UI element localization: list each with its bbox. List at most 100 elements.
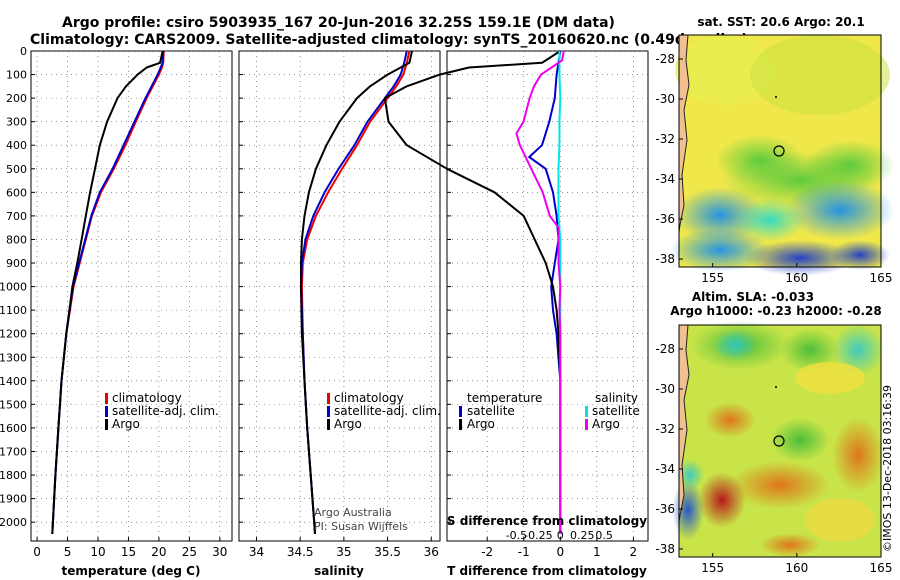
sst-map-title: sat. SST: 20.6 Argo: 20.1: [697, 15, 864, 29]
legend-label-satellite-adj: satellite-adj. clim.: [112, 404, 219, 418]
legend-label-t-satellite: satellite: [467, 404, 515, 418]
temperature-x-ticks: 0 5 10 15 20 25 30: [33, 537, 227, 559]
lon-tick-label: 155: [701, 271, 724, 285]
lat-tick-label: -28: [655, 52, 675, 66]
depth-tick-label: 1200: [0, 328, 27, 341]
difference-s-xlabel: S difference from climatology: [447, 514, 647, 528]
lat-tick-label: -38: [655, 542, 675, 556]
legend-label-argo: Argo: [112, 417, 140, 431]
depth-tick-label: 400: [6, 139, 27, 152]
sla-map-frame: [678, 324, 882, 558]
depth-axis-labels: 0 100 200 300 400 500 600 700 800 900 1000 1100 1200…: [0, 45, 27, 529]
s-difference-tick-labels: -0.5-0.25 0 0.25 0.5: [506, 529, 613, 542]
sla-map-title-line2: Argo h1000: -0.23 h2000: -0.28: [670, 304, 881, 318]
series-line-argo: [300, 50, 413, 534]
depth-tick-label: 1000: [0, 281, 27, 294]
x-tick-label: 0: [33, 545, 41, 559]
x-tick-label: 35.5: [374, 545, 401, 559]
legend-swatch-climatology: [105, 393, 108, 404]
lat-tick-label: -30: [655, 92, 675, 106]
x-tick-label: -2: [481, 545, 493, 559]
temperature-legend: climatology satellite-adj. clim. Argo: [105, 391, 219, 431]
difference-t-xlabel: T difference from climatology: [447, 564, 647, 578]
sst-map: sat. SST: 20.6 Argo: 20.1 -28 -30 -32 -34 -3…: [655, 15, 895, 285]
lat-tick-label: -36: [655, 212, 675, 226]
s-tick-label: 0.5: [595, 529, 613, 542]
depth-tick-label: 100: [6, 69, 27, 82]
sla-argo-location-marker: [773, 435, 785, 447]
depth-tick-label: 800: [6, 233, 27, 246]
x-tick-label: 34.5: [287, 545, 314, 559]
legend-label-s-argo: Argo: [592, 417, 620, 431]
temperature-lines: [51, 50, 165, 534]
x-tick-label: 20: [151, 545, 166, 559]
lat-tick-label: -32: [655, 422, 675, 436]
legend-swatch-satellite-adj: [327, 406, 330, 417]
lon-tick-label: 155: [701, 561, 724, 575]
salinity-plot-frame: [238, 50, 441, 542]
x-tick-label: 35: [336, 545, 351, 559]
x-tick-label: 30: [212, 545, 227, 559]
x-tick-label: 10: [90, 545, 105, 559]
salinity-lines: [300, 50, 413, 534]
x-tick-label: 15: [121, 545, 136, 559]
sst-island-dot: [775, 96, 777, 98]
depth-tick-label: 0: [20, 45, 27, 58]
sla-map-land: [678, 324, 690, 523]
salinity-x-ticks: 34 34.5 35 35.5 36: [249, 537, 439, 559]
sst-map-land: [678, 34, 690, 233]
legend-swatch-satellite-adj: [105, 406, 108, 417]
temperature-xlabel: temperature (deg C): [62, 564, 201, 578]
depth-tick-label: 200: [6, 92, 27, 105]
depth-tick-label: 1500: [0, 398, 27, 411]
depth-tick-label: 1100: [0, 304, 27, 317]
legend-swatch-t-argo: [459, 419, 462, 430]
legend-swatch-climatology: [327, 393, 330, 404]
sla-map-field: [672, 320, 884, 557]
x-tick-label: 0: [556, 545, 564, 559]
difference-legend: temperature satellite Argo salinity sate…: [459, 391, 640, 431]
legend-label-climatology: climatology: [334, 391, 404, 405]
sst-argo-location-marker: [773, 145, 785, 157]
x-tick-label: 2: [630, 545, 638, 559]
depth-tick-label: 1400: [0, 375, 27, 388]
depth-tick-label: 1600: [0, 422, 27, 435]
figure-title-line2: Climatology: CARS2009. Satellite-adjuste…: [30, 32, 748, 48]
temperature-panel: 0 5 10 15 20 25 30 temperature (deg C) climato…: [30, 50, 233, 578]
sla-map-lon-ticks: 155 160 165: [701, 553, 892, 575]
lon-tick-label: 160: [785, 561, 808, 575]
s-tick-label: 0.25: [570, 529, 595, 542]
series-line-salinity-argo: [515, 50, 565, 534]
x-tick-label: 1: [593, 545, 601, 559]
depth-tick-label: 1900: [0, 493, 27, 506]
legend-swatch-s-satellite: [585, 406, 588, 417]
salinity-legend: climatology satellite-adj. clim. Argo: [327, 391, 441, 431]
sst-map-lat-ticks: -28 -30 -32 -34 -36 -38: [655, 52, 683, 266]
x-tick-label: 34: [249, 545, 264, 559]
x-tick-label: -1: [518, 545, 530, 559]
x-tick-label: 36: [424, 545, 439, 559]
x-tick-label: 25: [182, 545, 197, 559]
legend-swatch-s-argo: [585, 419, 588, 430]
temperature-gridlines: [31, 50, 232, 541]
lon-tick-label: 160: [785, 271, 808, 285]
lat-tick-label: -28: [655, 342, 675, 356]
sst-map-field: [670, 35, 895, 276]
depth-tick-label: 900: [6, 257, 27, 270]
credit-pi-name: PI: Susan Wijffels: [314, 520, 408, 533]
legend-header-temperature: temperature: [467, 391, 542, 405]
legend-label-argo: Argo: [334, 417, 362, 431]
depth-tick-label: 300: [6, 116, 27, 129]
temperature-plot-frame: [30, 50, 233, 542]
depth-tick-label: 600: [6, 186, 27, 199]
depth-tick-label: 1800: [0, 469, 27, 482]
s-tick-label: 0: [557, 529, 564, 542]
legend-header-salinity: salinity: [595, 391, 638, 405]
depth-tick-label: 1300: [0, 351, 27, 364]
sst-map-lon-ticks: 155 160 165: [701, 263, 892, 285]
difference-x-ticks: -2 -1 0 1 2: [481, 537, 637, 559]
legend-label-satellite-adj: satellite-adj. clim.: [334, 404, 441, 418]
salinity-panel: 34 34.5 35 35.5 36 salinity climatology sate…: [238, 50, 441, 578]
s-tick-label: -0.5: [506, 529, 527, 542]
